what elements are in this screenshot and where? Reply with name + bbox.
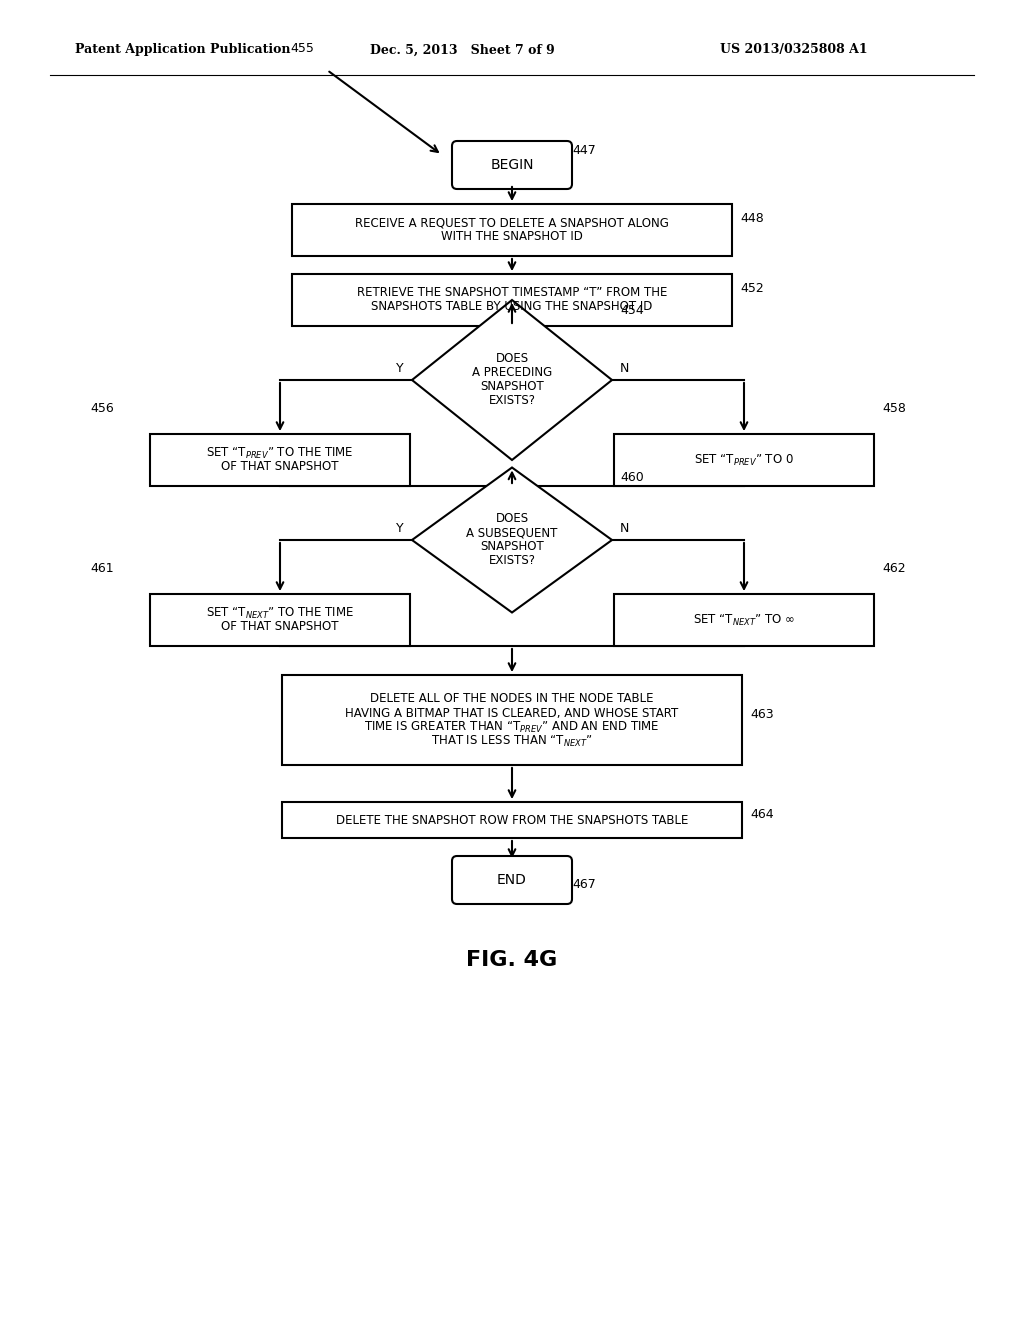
Text: HAVING A BITMAP THAT IS CLEARED, AND WHOSE START: HAVING A BITMAP THAT IS CLEARED, AND WHO… bbox=[345, 706, 679, 719]
Bar bbox=[292, 205, 732, 256]
Text: DOES: DOES bbox=[496, 512, 528, 525]
Text: DOES: DOES bbox=[496, 352, 528, 366]
Text: Patent Application Publication: Patent Application Publication bbox=[75, 44, 291, 57]
Text: END: END bbox=[497, 873, 527, 887]
Text: SET “T$_{\mathit{NEXT}}$” TO ∞: SET “T$_{\mathit{NEXT}}$” TO ∞ bbox=[693, 612, 795, 627]
Bar bbox=[614, 434, 874, 486]
Text: RECEIVE A REQUEST TO DELETE A SNAPSHOT ALONG: RECEIVE A REQUEST TO DELETE A SNAPSHOT A… bbox=[355, 216, 669, 230]
Text: EXISTS?: EXISTS? bbox=[488, 554, 536, 568]
Text: 454: 454 bbox=[620, 304, 644, 317]
Text: SET “T$_{\mathit{PREV}}$” TO THE TIME: SET “T$_{\mathit{PREV}}$” TO THE TIME bbox=[206, 445, 353, 461]
Text: 467: 467 bbox=[572, 879, 596, 891]
Bar bbox=[150, 594, 410, 645]
Polygon shape bbox=[412, 467, 612, 612]
Text: 447: 447 bbox=[572, 144, 596, 157]
Text: FIG. 4G: FIG. 4G bbox=[466, 950, 558, 970]
Text: SET “T$_{\mathit{PREV}}$” TO 0: SET “T$_{\mathit{PREV}}$” TO 0 bbox=[694, 453, 794, 467]
Bar bbox=[282, 803, 742, 838]
Text: Y: Y bbox=[396, 521, 404, 535]
Text: SNAPSHOT: SNAPSHOT bbox=[480, 540, 544, 553]
Text: Dec. 5, 2013   Sheet 7 of 9: Dec. 5, 2013 Sheet 7 of 9 bbox=[370, 44, 555, 57]
Text: THAT IS LESS THAN “T$_{\mathit{NEXT}}$”: THAT IS LESS THAN “T$_{\mathit{NEXT}}$” bbox=[431, 734, 593, 748]
Text: 455: 455 bbox=[290, 42, 314, 55]
Text: 461: 461 bbox=[90, 562, 114, 576]
Text: 458: 458 bbox=[882, 403, 906, 416]
Polygon shape bbox=[412, 300, 612, 459]
Text: WITH THE SNAPSHOT ID: WITH THE SNAPSHOT ID bbox=[441, 231, 583, 243]
Text: Y: Y bbox=[396, 362, 404, 375]
FancyBboxPatch shape bbox=[452, 855, 572, 904]
Bar bbox=[292, 275, 732, 326]
Bar bbox=[150, 434, 410, 486]
Text: SET “T$_{\mathit{NEXT}}$” TO THE TIME: SET “T$_{\mathit{NEXT}}$” TO THE TIME bbox=[206, 606, 354, 620]
Text: US 2013/0325808 A1: US 2013/0325808 A1 bbox=[720, 44, 867, 57]
Text: A PRECEDING: A PRECEDING bbox=[472, 367, 552, 380]
Text: DELETE ALL OF THE NODES IN THE NODE TABLE: DELETE ALL OF THE NODES IN THE NODE TABL… bbox=[371, 693, 653, 705]
Bar bbox=[282, 675, 742, 766]
Text: SNAPSHOTS TABLE BY USING THE SNAPSHOT ID: SNAPSHOTS TABLE BY USING THE SNAPSHOT ID bbox=[372, 301, 652, 314]
Bar bbox=[614, 594, 874, 645]
Text: N: N bbox=[620, 521, 630, 535]
FancyBboxPatch shape bbox=[452, 141, 572, 189]
Text: 448: 448 bbox=[740, 211, 764, 224]
Text: SNAPSHOT: SNAPSHOT bbox=[480, 380, 544, 393]
Text: 463: 463 bbox=[750, 709, 773, 722]
Text: OF THAT SNAPSHOT: OF THAT SNAPSHOT bbox=[221, 461, 339, 474]
Text: BEGIN: BEGIN bbox=[490, 158, 534, 172]
Text: RETRIEVE THE SNAPSHOT TIMESTAMP “T” FROM THE: RETRIEVE THE SNAPSHOT TIMESTAMP “T” FROM… bbox=[356, 286, 668, 300]
Text: A SUBSEQUENT: A SUBSEQUENT bbox=[466, 527, 558, 540]
Text: 452: 452 bbox=[740, 281, 764, 294]
Text: 456: 456 bbox=[90, 403, 114, 416]
Text: DELETE THE SNAPSHOT ROW FROM THE SNAPSHOTS TABLE: DELETE THE SNAPSHOT ROW FROM THE SNAPSHO… bbox=[336, 813, 688, 826]
Text: TIME IS GREATER THAN “T$_{\mathit{PREV}}$” AND AN END TIME: TIME IS GREATER THAN “T$_{\mathit{PREV}}… bbox=[365, 719, 659, 734]
Text: N: N bbox=[620, 362, 630, 375]
Text: 462: 462 bbox=[882, 562, 905, 576]
Text: 460: 460 bbox=[620, 471, 644, 484]
Text: EXISTS?: EXISTS? bbox=[488, 395, 536, 408]
Text: 464: 464 bbox=[750, 808, 773, 821]
Text: OF THAT SNAPSHOT: OF THAT SNAPSHOT bbox=[221, 620, 339, 634]
